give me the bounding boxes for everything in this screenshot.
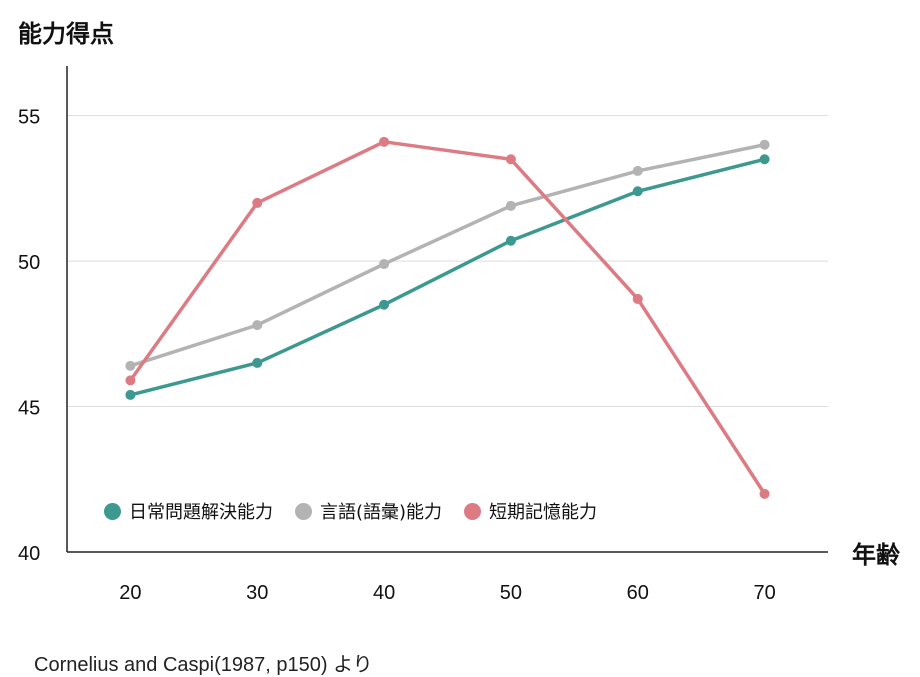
- data-point: [632, 165, 643, 176]
- data-point: [125, 389, 136, 400]
- source-citation: Cornelius and Caspi(1987, p150) より: [34, 654, 373, 676]
- x-tick-label: 50: [500, 582, 522, 604]
- series-line-0: [128, 157, 767, 397]
- legend-item-vocabulary: 言語(語彙)能力: [295, 498, 442, 524]
- data-point: [125, 375, 136, 386]
- x-tick-label: 60: [627, 582, 649, 604]
- x-tick-label: 20: [119, 582, 141, 604]
- data-point: [379, 259, 390, 269]
- y-tick-label: 55: [18, 107, 40, 129]
- data-point: [632, 293, 643, 304]
- line-chart: 40 45 50 55 20 30 40 50 60 70: [18, 66, 828, 604]
- data-point: [759, 139, 770, 150]
- data-point: [252, 357, 263, 368]
- series-line-1: [128, 142, 767, 368]
- legend-marker-problem-solving: [104, 502, 121, 520]
- legend-item-problem-solving: 日常問題解決能力: [104, 498, 273, 524]
- data-point: [379, 136, 390, 147]
- data-point: [759, 154, 770, 165]
- legend: 日常問題解決能力 言語(語彙)能力 短期記憶能力: [104, 498, 597, 524]
- legend-label-short-term-memory: 短期記憶能力: [489, 502, 598, 523]
- y-axis-title: 能力得点: [18, 20, 114, 48]
- data-point: [252, 320, 263, 331]
- legend-marker-short-term-memory: [464, 502, 482, 520]
- data-point: [379, 299, 390, 310]
- x-axis-title: 年齢: [852, 541, 900, 569]
- legend-label-vocabulary: 言語(語彙)能力: [320, 502, 443, 523]
- data-point: [759, 488, 770, 499]
- data-point: [125, 360, 136, 371]
- y-tick-label: 40: [18, 543, 40, 565]
- legend-marker-vocabulary: [295, 502, 312, 520]
- data-point: [505, 200, 516, 211]
- data-point: [505, 235, 516, 246]
- x-tick-label: 30: [246, 582, 268, 604]
- x-tick-label: 40: [373, 582, 395, 604]
- y-tick-label: 45: [18, 398, 40, 420]
- legend-label-problem-solving: 日常問題解決能力: [129, 502, 273, 523]
- y-tick-label: 50: [18, 252, 40, 274]
- data-point: [632, 186, 643, 197]
- x-tick-label: 70: [753, 582, 775, 604]
- legend-item-short-term-memory: 短期記憶能力: [464, 498, 597, 524]
- series-line-2: [128, 140, 767, 496]
- data-point: [505, 154, 516, 165]
- data-point: [252, 197, 263, 208]
